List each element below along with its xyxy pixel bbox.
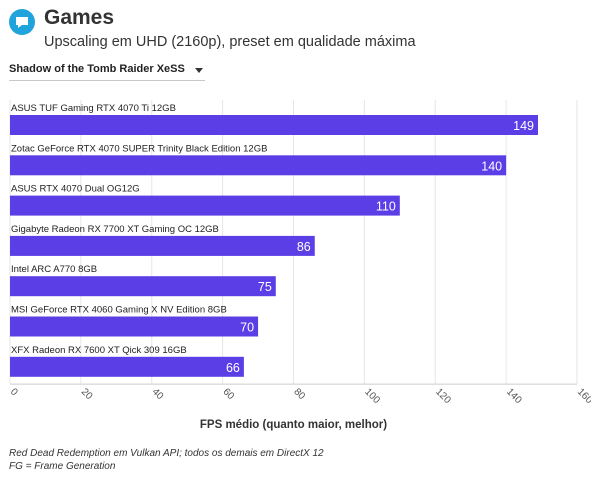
page-title: Games: [44, 6, 115, 29]
game-selector-dropdown[interactable]: Shadow of the Tomb Raider XeSS: [9, 60, 205, 81]
data-label: 66: [226, 361, 240, 375]
bar: [10, 155, 507, 176]
data-label: 110: [376, 200, 396, 214]
footnote-1: Red Dead Redemption em Vulkan API; todos…: [9, 448, 324, 459]
category-label: ASUS RTX 4070 Dual OG12G: [11, 184, 140, 195]
x-tick-label: 0: [8, 386, 20, 398]
bar: [10, 235, 315, 256]
x-tick-label: 80: [291, 386, 307, 402]
game-selector-value: Shadow of the Tomb Raider XeSS: [9, 63, 185, 75]
category-label: MSI GeForce RTX 4060 Gaming X NV Edition…: [11, 305, 227, 316]
data-label: 140: [481, 159, 502, 173]
category-label: Gigabyte Radeon RX 7700 XT Gaming OC 12G…: [11, 224, 219, 235]
x-tick-label: 20: [79, 386, 95, 402]
data-label: 149: [513, 119, 534, 133]
category-label: ASUS TUF Gaming RTX 4070 Ti 12GB: [11, 103, 176, 114]
bar-chart: ASUS TUF Gaming RTX 4070 Ti 12GB 149 Zotac…: [8, 100, 591, 431]
category-label: Zotac GeForce RTX 4070 SUPER Trinity Bla…: [11, 143, 267, 154]
page-subtitle: Upscaling em UHD (2160p), preset em qual…: [44, 34, 416, 50]
category-label: XFX Radeon RX 7600 XT Qick 309 16GB: [11, 345, 187, 356]
x-tick-label: 140: [504, 386, 524, 406]
category-label: Intel ARC A770 8GB: [11, 264, 97, 275]
footnote-2: FG = Frame Generation: [9, 460, 116, 472]
bar: [10, 316, 259, 337]
x-tick-label: 40: [150, 386, 166, 402]
data-label: 70: [240, 321, 254, 335]
chevron-down-icon: [195, 68, 203, 73]
x-tick-label: 100: [362, 386, 382, 406]
chat-bubble-icon: [9, 9, 35, 35]
footnotes: Red Dead Redemption em Vulkan API; todos…: [9, 448, 324, 473]
bar: [10, 115, 539, 135]
x-tick-label: 60: [221, 386, 237, 402]
x-tick-label: 120: [433, 386, 453, 406]
bar: [10, 356, 244, 377]
x-axis-title: FPS médio (quanto maior, melhor): [200, 419, 387, 431]
bar: [10, 276, 276, 297]
x-tick-label: 160: [575, 386, 591, 406]
data-label: 75: [258, 280, 272, 294]
bar: [10, 195, 400, 216]
data-label: 86: [297, 240, 311, 254]
